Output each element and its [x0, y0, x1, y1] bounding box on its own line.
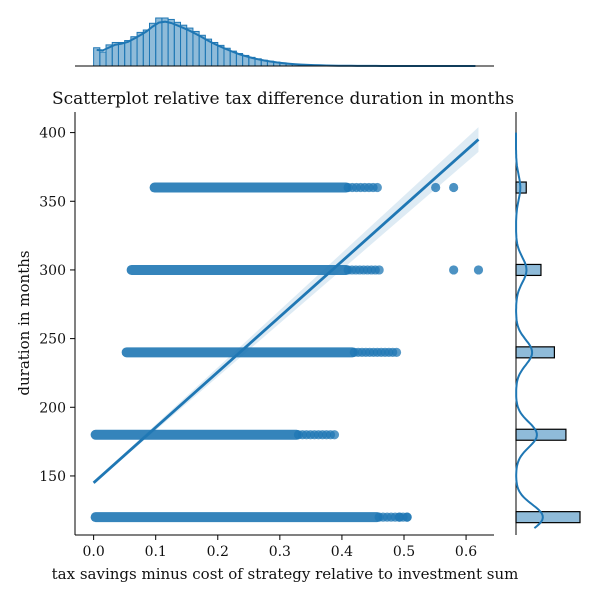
y-marginal-bar-176 — [516, 429, 566, 440]
scatter-point-outlier — [474, 265, 483, 274]
x-marginal-bar — [143, 30, 149, 66]
x-tick-label: 0.4 — [331, 544, 353, 560]
x-marginal-bar — [149, 23, 155, 66]
y-marginal-bar-296 — [516, 264, 541, 275]
y-tick-label: 200 — [39, 400, 66, 416]
x-axis-label: tax savings minus cost of strategy relat… — [52, 565, 519, 583]
x-marginal-bar — [125, 41, 131, 66]
y-tick-label: 350 — [39, 194, 66, 210]
x-marginal-bar — [181, 25, 187, 66]
x-marginal-bar — [156, 18, 162, 66]
x-marginal-bar — [162, 18, 168, 66]
scatter-point-outlier — [402, 513, 411, 522]
y-marginal-bar-236 — [516, 347, 554, 358]
x-tick-label: 0.3 — [269, 544, 291, 560]
scatter-points — [91, 183, 483, 523]
scatter-point-outlier — [449, 265, 458, 274]
scatter-point — [330, 430, 339, 439]
scatter-band-300 — [127, 265, 352, 275]
y-marginal-histogram — [516, 112, 580, 535]
y-tick-label: 250 — [39, 332, 66, 348]
x-tick-label: 0.6 — [455, 544, 477, 560]
scatter-plot-area — [91, 127, 483, 522]
x-marginal-bar — [187, 28, 193, 66]
y-marginal-kde — [516, 133, 543, 528]
chart-title: Scatterplot relative tax difference dura… — [52, 89, 514, 109]
scatter-band-180 — [91, 430, 302, 440]
x-marginal-bar — [168, 19, 174, 66]
scatter-point — [373, 183, 382, 192]
scatter-point — [392, 348, 401, 357]
x-marginal-bar — [174, 22, 180, 66]
scatter-band-120 — [91, 512, 383, 522]
y-tick-label: 150 — [39, 469, 66, 485]
y-marginal-bar-116 — [516, 512, 580, 523]
x-marginal-bar — [118, 42, 124, 66]
x-marginal-bar — [205, 39, 211, 66]
x-marginal-bar — [131, 37, 137, 66]
y-tick-label: 300 — [39, 263, 66, 279]
scatter-point-outlier — [449, 183, 458, 192]
x-marginal-bar — [193, 31, 199, 66]
x-marginal-bar — [100, 52, 106, 66]
x-tick-label: 0.1 — [145, 544, 167, 560]
x-marginal-bar — [199, 35, 205, 66]
x-tick-label: 0.0 — [82, 544, 104, 560]
x-tick-label: 0.5 — [393, 544, 415, 560]
y-tick-label: 400 — [39, 126, 66, 142]
x-marginal-histogram — [75, 18, 494, 66]
scatter-point — [375, 265, 384, 274]
x-tick-label: 0.2 — [207, 544, 229, 560]
y-axis-label: duration in months — [15, 250, 33, 395]
scatter-band-360 — [150, 183, 352, 193]
